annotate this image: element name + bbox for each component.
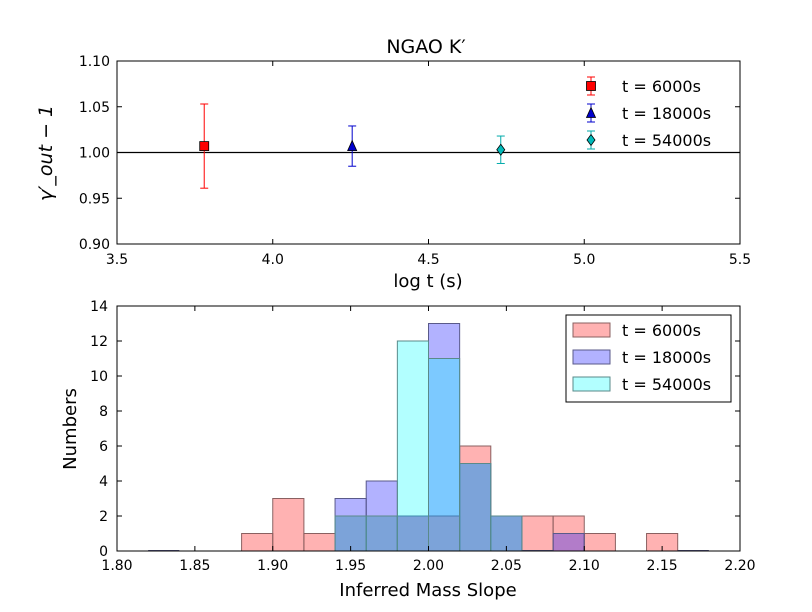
histogram-bar [459,463,492,552]
bottom-x-tick-label: 2.10 [569,558,600,574]
bottom-panel: 1.80 1.85 1.90 1.95 2.00 2.05 2.10 2.15 2.20 0 2 4 6… [60,299,756,601]
bottom-x-axis-label: Inferred Mass Slope [339,580,516,601]
bottom-x-tick-label: 2.20 [724,558,755,574]
top-x-axis-label: log t (s) [393,271,462,292]
bottom-y-tick-label: 12 [90,334,108,350]
legend-label: t = 54000s [622,131,711,150]
legend-label: t = 18000s [622,348,711,367]
bottom-x-tick-label: 1.90 [257,558,288,574]
top-y-tick-label: 1.00 [79,146,110,162]
bottom-y-tick-label: 4 [99,474,108,490]
bottom-data-layer [148,323,709,552]
top-x-tick-label: 4.0 [262,252,284,268]
histogram-bar [428,515,461,552]
bottom-y-tick-label: 6 [99,439,108,455]
histogram-bar [334,515,367,552]
bottom-legend: t = 6000s t = 18000s t = 54000s [565,314,732,403]
top-y-tick-label: 1.05 [79,100,110,116]
bottom-x-tick-label: 1.85 [179,558,210,574]
bottom-y-tick-label: 0 [99,544,108,560]
histogram-bar [428,323,461,552]
legend-label: t = 18000s [622,104,711,123]
bottom-y-tick-label: 2 [99,509,108,525]
legend-swatch [572,322,611,338]
histogram-bar [490,515,523,552]
top-chart-title: NGAO K′ [386,36,465,58]
bottom-plot-frame [116,305,741,552]
legend-label: t = 54000s [622,375,711,394]
top-y-tick-label: 0.95 [79,191,110,207]
data-point [347,139,358,151]
histogram-bar [303,533,336,552]
top-x-tick-label: 3.5 [106,252,128,268]
legend-label: t = 6000s [622,77,701,96]
bottom-x-tick-label: 2.15 [647,558,678,574]
data-point [496,143,506,156]
legend-marker [585,106,597,118]
bottom-x-tick-label: 1.95 [335,558,366,574]
bottom-y-tick-label: 10 [90,369,108,385]
top-data-layer [117,103,740,189]
top-x-tick-label: 5.5 [729,252,751,268]
legend-label: t = 6000s [622,321,701,340]
histogram-bar [241,533,274,552]
data-point [199,141,210,151]
top-y-axis-label: γ′_out − 1 [35,105,57,201]
histogram-bar [583,533,616,552]
histogram-bar [396,340,430,552]
histogram-bar [272,498,305,552]
histogram-bar [521,515,554,552]
histogram-bar [428,358,461,552]
top-legend: t = 6000s t = 18000s t = 54000s [585,76,711,150]
histogram-bar [365,515,398,552]
histogram-bar [365,515,398,552]
bottom-y-axis-label: Numbers [60,388,81,470]
legend-marker [586,133,596,147]
legend-swatch [572,349,611,365]
top-y-tick-label: 0.90 [79,237,110,253]
histogram-bar [552,533,585,552]
top-x-tick-label: 4.5 [417,252,439,268]
bottom-y-tick-label: 14 [90,299,108,315]
top-x-tick-label: 5.0 [573,252,595,268]
top-y-tick-label: 1.10 [79,54,110,70]
bottom-y-tick-label: 8 [99,404,108,420]
bottom-x-tick-label: 1.80 [101,558,132,574]
bottom-x-tick-label: 2.05 [491,558,522,574]
histogram-bar [490,515,523,552]
bottom-x-tick-label: 2.00 [413,558,444,574]
legend-marker [586,81,596,91]
bottom-axis-ticks: 1.80 1.85 1.90 1.95 2.00 2.05 2.10 2.15 2.20 0 2 4 6… [90,299,755,574]
legend-swatch [572,376,611,392]
top-plot-frame [116,60,741,245]
top-panel: NGAO K′ 3.5 4.0 4.5 5.0 5.5 0.90 0.95 1.00 1.05 1… [35,36,751,292]
legend-frame [565,314,732,403]
